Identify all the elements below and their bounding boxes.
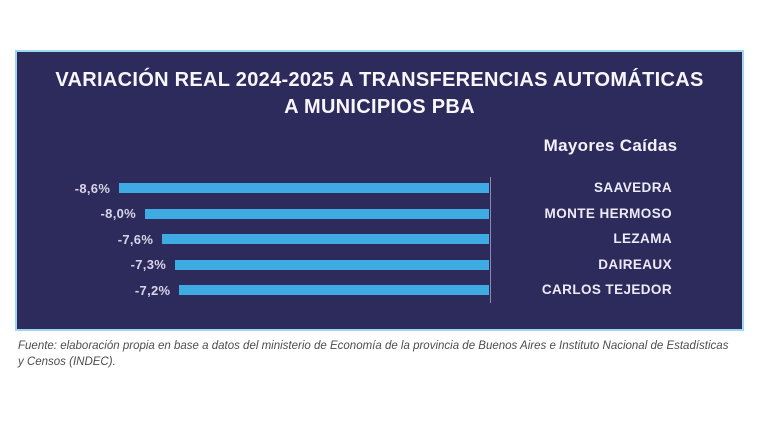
bar-value-label: -8,0% [100,206,136,222]
chart-title-line2: A MUNICIPIOS PBA [284,96,475,118]
category-label: DAIREAUX [598,256,672,272]
bar-value-label: -8,6% [74,180,111,196]
bar-value-label: -7,3% [130,257,167,273]
chart-panel: VARIACIÓN REAL 2024-2025 A TRANSFERENCIA… [15,50,744,331]
source-note-line2: y Censos (INDEC). [18,356,116,368]
axis-baseline [490,177,491,303]
bar-chart: -8,6% SAAVEDRA -8,0% MONTE HERMOSO -7,6% LEZA… [17,52,742,329]
source-note-line1: Fuente: elaboración propia en base a dat… [18,340,729,352]
category-label: CARLOS TEJEDOR [541,282,672,298]
bar-value-label: -7,6% [117,231,154,247]
chart-title: VARIACIÓN REAL 2024-2025 A TRANSFERENCIA… [17,67,742,121]
bar [175,259,489,270]
source-note: Fuente: elaboración propia en base a dat… [18,338,750,370]
chart-title-line1: VARIACIÓN REAL 2024-2025 A TRANSFERENCIA… [55,69,704,91]
bar [162,234,489,245]
bar [179,285,489,296]
category-label: SAAVEDRA [594,180,672,195]
bar-value-label: -7,2% [134,282,171,298]
bar [145,208,489,219]
category-label: LEZAMA [613,231,672,247]
legend-mayores-caidas: Mayores Caídas [543,136,678,155]
bar [119,183,489,193]
category-label: MONTE HERMOSO [544,205,672,221]
